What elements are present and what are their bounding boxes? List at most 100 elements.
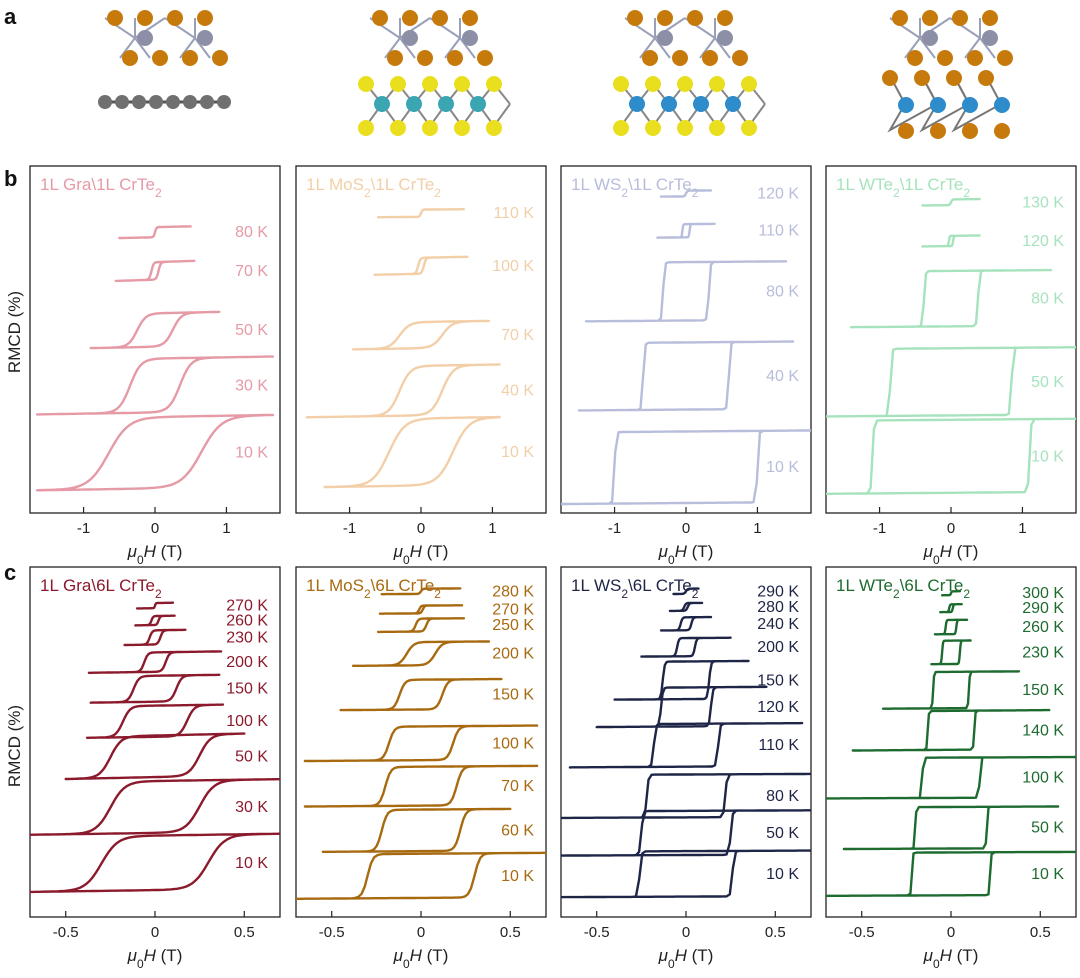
x-tick-label: -0.5 — [319, 924, 345, 941]
te-atom — [447, 50, 463, 66]
temperature-label: 280 K — [757, 599, 799, 616]
temperature-label: 150 K — [492, 687, 534, 704]
temperature-label: 150 K — [226, 681, 268, 698]
panel-frame — [295, 566, 547, 918]
hysteresis-loop-40k — [305, 363, 501, 419]
hysteresis-loop-70k — [114, 259, 196, 283]
x-tick-label: -1 — [343, 520, 356, 537]
carbon-atom — [115, 95, 129, 109]
x-tick-label: -0.5 — [584, 924, 610, 941]
structure-2 — [613, 10, 766, 136]
panel-b-2: -1 0 1 μ0H (T) 1L WS2\1L CrTe2 120 K 110 K 80 K… — [560, 165, 812, 567]
x-axis-label: μ0H (T) — [393, 542, 449, 567]
hysteresis-loop-130k — [921, 197, 981, 207]
hysteresis-loop-200k — [87, 650, 223, 674]
hysteresis-loop-150k — [339, 677, 503, 712]
hysteresis-loop-240k — [659, 615, 713, 632]
carbon-atom — [183, 95, 197, 109]
temperature-label: 300 K — [1022, 585, 1064, 602]
hysteresis-loop-50k — [64, 732, 246, 781]
te-atom — [657, 10, 673, 26]
temperature-label: 80 K — [1031, 291, 1064, 308]
temperature-label: 10 K — [766, 459, 799, 476]
s-atom — [486, 76, 502, 92]
hysteresis-loop-200k — [351, 640, 491, 667]
te-atom — [672, 50, 688, 66]
te-atom — [402, 10, 418, 26]
hysteresis-loop-110k — [656, 222, 716, 239]
metal-atom — [693, 96, 709, 112]
temperature-label: 10 K — [1031, 866, 1064, 883]
cr-atom — [137, 30, 153, 46]
hysteresis-loop-70k — [303, 764, 539, 808]
temperature-label: 120 K — [757, 699, 799, 716]
panel-title: 1L WS2\1L CrTe2 — [571, 175, 699, 200]
carbon-atom — [98, 95, 112, 109]
temperature-label: 230 K — [226, 629, 268, 646]
te-atom — [462, 10, 478, 26]
hysteresis-loop-200k — [640, 636, 732, 658]
hysteresis-loop-260k — [933, 618, 969, 636]
temperature-label: 10 K — [1031, 448, 1064, 465]
temperature-label: 140 K — [1022, 722, 1064, 739]
temperature-label: 70 K — [501, 327, 534, 344]
hysteresis-loop-50k — [826, 346, 1076, 418]
hysteresis-loop-100k — [303, 724, 539, 763]
x-tick-label: 0 — [417, 520, 425, 537]
temperature-label: 240 K — [757, 616, 799, 633]
carbon-atom — [132, 95, 146, 109]
panel-c-3: -0.5 0 0.5 μ0H (T) 1L WTe2\6L CrTe2 300 K290 … — [825, 566, 1077, 971]
panel-c-1: -0.5 0 0.5 μ0H (T) 1L MoS2\6L CrTe2 280 K270 … — [295, 566, 547, 971]
temperature-label: 100 K — [492, 258, 534, 275]
te-atom — [946, 70, 962, 86]
structure-0 — [98, 10, 231, 109]
s-atom — [613, 76, 629, 92]
te-atom — [732, 50, 748, 66]
s-atom — [645, 120, 661, 136]
te-atom — [914, 70, 930, 86]
temperature-label: 280 K — [492, 583, 534, 600]
temperature-label: 110 K — [758, 737, 799, 754]
hysteresis-loop-290k — [939, 603, 963, 614]
temperature-label: 50 K — [235, 748, 268, 765]
panel-title: 1L Gra\1L CrTe2 — [40, 175, 162, 200]
te-atom — [122, 50, 138, 66]
temperature-label: 110 K — [493, 205, 534, 222]
x-tick-label: 1 — [222, 520, 230, 537]
te-atom — [107, 10, 123, 26]
hysteresis-loop-30k — [30, 778, 280, 836]
cr-atom — [922, 30, 938, 46]
s-atom — [390, 120, 406, 136]
x-axis-label: μ0H (T) — [923, 946, 979, 971]
hysteresis-loop-300k — [940, 590, 962, 597]
te-atom — [417, 50, 433, 66]
metal-atom — [661, 96, 677, 112]
temperature-label: 290 K — [1022, 600, 1064, 617]
hysteresis-loop-150k — [613, 659, 750, 701]
te-atom — [642, 50, 658, 66]
temperature-label: 10 K — [501, 868, 534, 885]
hysteresis-loop-140k — [851, 708, 1051, 752]
hysteresis-loop-10k — [323, 415, 501, 489]
temperature-label: 110 K — [758, 223, 799, 240]
temperature-label: 200 K — [757, 639, 799, 656]
temperature-label: 200 K — [226, 654, 268, 671]
s-atom — [454, 120, 470, 136]
temperature-label: 10 K — [235, 445, 268, 462]
hysteresis-loop-230k — [930, 639, 972, 666]
x-tick-label: -0.5 — [53, 924, 79, 941]
hysteresis-loop-150k — [89, 673, 221, 704]
metal-atom — [406, 96, 422, 112]
te-atom — [978, 70, 994, 86]
hysteresis-loop-270k — [135, 601, 175, 610]
cr-atom — [462, 30, 478, 46]
temperature-label: 40 K — [501, 383, 534, 400]
hysteresis-loop-60k — [321, 807, 512, 853]
s-atom — [677, 120, 693, 136]
temperature-label: 70 K — [501, 778, 534, 795]
s-atom — [741, 120, 757, 136]
w-atom — [962, 97, 978, 113]
